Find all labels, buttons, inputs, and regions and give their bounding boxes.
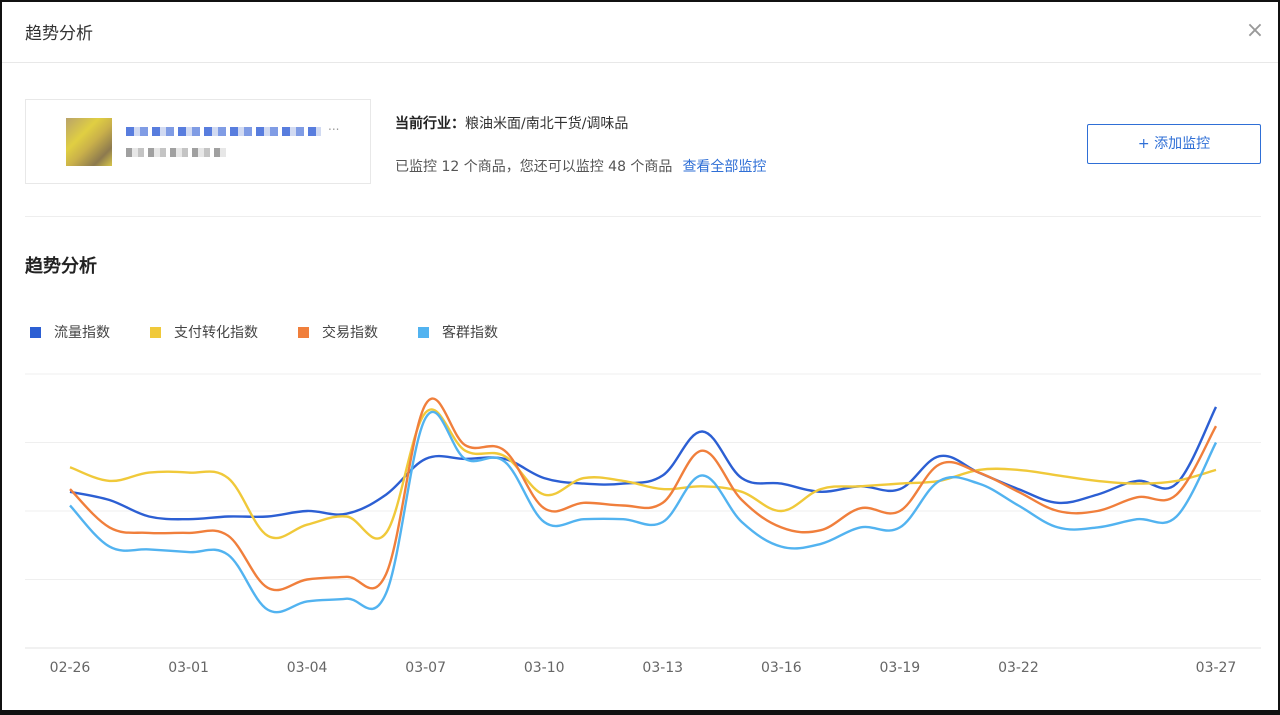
chart-legend: 流量指数 支付转化指数 交易指数 客群指数 — [30, 322, 498, 342]
legend-item-3[interactable]: 客群指数 — [418, 322, 498, 342]
legend-label: 交易指数 — [322, 325, 378, 341]
industry-label: 当前行业： — [395, 116, 465, 132]
x-tick-label: 03-13 — [642, 660, 683, 676]
x-tick-label: 03-07 — [405, 660, 446, 676]
x-tick-label: 03-16 — [761, 660, 802, 676]
ellipsis-icon: ... — [328, 119, 340, 133]
section-title: 趋势分析 — [25, 256, 97, 277]
monitor-text: 已监控 12 个商品，您还可以监控 48 个商品 — [395, 159, 673, 175]
industry-value: 粮油米面/南北干货/调味品 — [465, 116, 629, 132]
legend-label: 客群指数 — [442, 325, 498, 341]
x-tick-label: 03-10 — [524, 660, 565, 676]
series-line-0[interactable] — [69, 406, 1218, 521]
divider — [25, 216, 1261, 217]
legend-item-2[interactable]: 交易指数 — [298, 322, 378, 342]
x-tick-label: 03-04 — [287, 660, 328, 676]
industry-info: 当前行业：粮油米面/南北干货/调味品 — [395, 113, 628, 133]
x-tick-label: 02-26 — [50, 660, 91, 676]
legend-swatch-icon — [30, 326, 41, 338]
product-thumbnail — [66, 118, 112, 166]
close-icon[interactable]: × — [1245, 18, 1265, 43]
series-line-3[interactable] — [69, 410, 1218, 614]
legend-swatch-icon — [298, 326, 309, 338]
legend-item-1[interactable]: 支付转化指数 — [150, 322, 258, 342]
product-title-blurred — [126, 127, 321, 136]
x-tick-label: 03-27 — [1196, 660, 1237, 676]
legend-swatch-icon — [150, 326, 161, 338]
view-all-monitors-link[interactable]: 查看全部监控 — [682, 159, 767, 175]
legend-item-0[interactable]: 流量指数 — [30, 322, 110, 342]
x-tick-label: 03-19 — [880, 660, 921, 676]
add-monitor-button[interactable]: + 添加监控 — [1087, 124, 1261, 164]
x-tick-label: 03-01 — [168, 660, 209, 676]
modal-title: 趋势分析 — [25, 24, 93, 44]
product-card[interactable]: ... — [25, 99, 371, 184]
monitor-info: 已监控 12 个商品，您还可以监控 48 个商品 查看全部监控 — [395, 156, 766, 176]
modal-header: 趋势分析 × — [2, 2, 1278, 63]
legend-swatch-icon — [418, 326, 429, 338]
legend-label: 支付转化指数 — [174, 325, 258, 341]
series-line-2[interactable] — [69, 397, 1218, 592]
x-tick-label: 03-22 — [998, 660, 1039, 676]
legend-label: 流量指数 — [54, 325, 110, 341]
trend-line-chart: 02-26 03-01 03-04 03-07 03-10 03-13 03-16 03-19… — [25, 373, 1261, 676]
product-subtitle-blurred — [126, 148, 226, 157]
series-line-1[interactable] — [69, 408, 1217, 540]
